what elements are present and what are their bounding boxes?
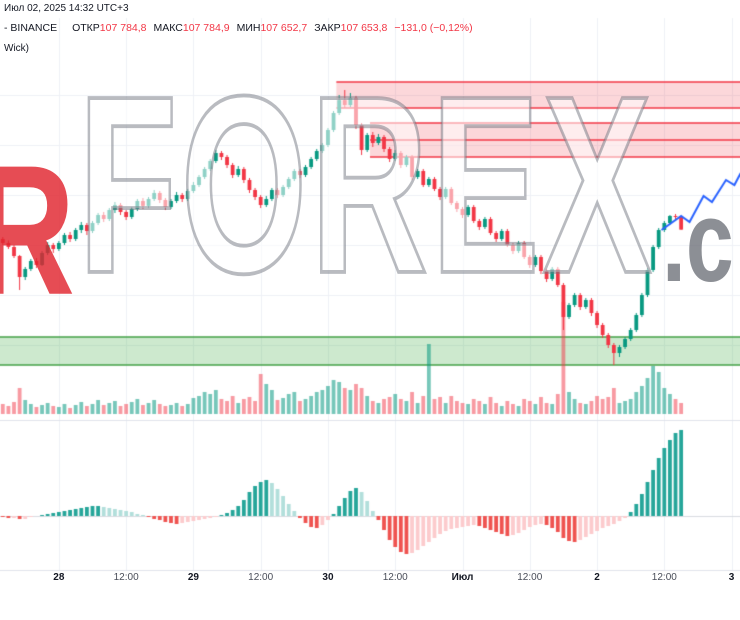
ohlc-label: ОТКР xyxy=(72,22,100,34)
time-tick-2: 2 xyxy=(594,572,600,583)
ohlc-label: МИН xyxy=(236,22,261,34)
time-tick-12:00: 12:00 xyxy=(113,572,139,583)
datetime-label: Июл 02, 2025 14:32 UTC+3 xyxy=(4,3,129,14)
ohlc-value: 107 653,8 xyxy=(340,22,388,34)
time-tick-29: 29 xyxy=(187,572,199,583)
change-label: −131,0 (−0,12%) xyxy=(394,22,473,34)
time-tick-12:00: 12:00 xyxy=(248,572,274,583)
symbol-legend[interactable]: - BINANCE ОТКР107 784,8 МАКС107 784,9 МИН1… xyxy=(4,22,473,34)
time-tick-12:00: 12:00 xyxy=(651,572,677,583)
ohlc-value: 107 652,7 xyxy=(260,22,308,34)
time-tick-12:00: 12:00 xyxy=(382,572,408,583)
time-tick-28: 28 xyxy=(53,572,65,583)
time-tick-3: 3 xyxy=(728,572,735,583)
ohlc-label: ЗАКР xyxy=(314,22,341,34)
indicator-label: Wick) xyxy=(4,43,29,54)
exchange-label: - BINANCE xyxy=(4,22,58,34)
time-tick-30: 30 xyxy=(322,572,334,583)
ohlc-value: 107 784,8 xyxy=(99,22,147,34)
time-axis[interactable]: 28 12:00 29 12:00 30 12:00 Июл 12:00 2 12:00 3 xyxy=(0,572,740,588)
ohlc-label: МАКС xyxy=(153,22,183,34)
ohlc-value: 107 784,9 xyxy=(182,22,230,34)
time-tick-12:00: 12:00 xyxy=(517,572,543,583)
chart-header: Июл 02, 2025 14:32 UTC+3 - BINANCE ОТКР1… xyxy=(4,3,473,54)
time-tick-Июл: Июл xyxy=(451,572,474,583)
ohlc-values: ОТКР107 784,8 МАКС107 784,9 МИН107 652,7 ЗА… xyxy=(65,22,387,34)
